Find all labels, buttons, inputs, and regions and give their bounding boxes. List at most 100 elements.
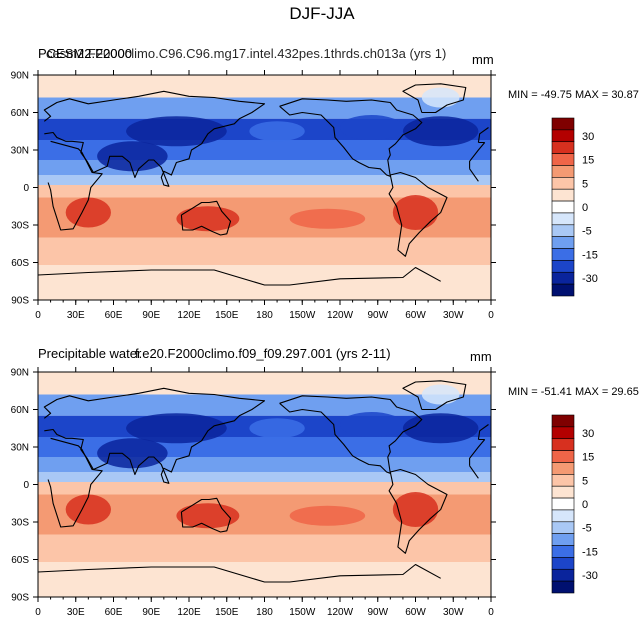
colorbar-label: 0 bbox=[582, 499, 588, 511]
field-blob-2 bbox=[65, 494, 111, 525]
coastline-6 bbox=[38, 563, 441, 583]
field-band-1 bbox=[38, 394, 491, 416]
x-tick-label: 150E bbox=[215, 607, 239, 618]
coastline-4 bbox=[43, 387, 489, 484]
coastline-4 bbox=[43, 90, 489, 187]
y-tick-label: 0 bbox=[23, 183, 29, 194]
field-band-0 bbox=[38, 75, 491, 98]
colorbar-label: 30 bbox=[582, 428, 594, 440]
colorbar-swatch bbox=[551, 521, 575, 534]
colorbar-swatch bbox=[551, 450, 575, 463]
coastline-2 bbox=[279, 98, 423, 177]
y-tick-label: 60N bbox=[11, 405, 29, 416]
colorbar-label: -5 bbox=[582, 523, 592, 535]
coastlines bbox=[38, 380, 489, 583]
x-tick-label: 150E bbox=[215, 310, 239, 321]
coastline-2 bbox=[279, 395, 423, 474]
x-tick-label: 60E bbox=[105, 607, 123, 618]
colorbar-label: -5 bbox=[582, 226, 592, 238]
field-band-9 bbox=[38, 265, 491, 300]
colorbar-swatch bbox=[551, 474, 575, 487]
panel-2-units: mm bbox=[470, 349, 492, 364]
field-blob-1 bbox=[126, 413, 227, 444]
x-tick-label: 60E bbox=[105, 310, 123, 321]
field-blob-4 bbox=[392, 195, 439, 230]
field-blob-9 bbox=[249, 121, 305, 142]
field-blob-7 bbox=[340, 115, 403, 140]
colorbar-label: 15 bbox=[582, 155, 594, 167]
y-tick-label: 30N bbox=[11, 146, 29, 157]
x-tick-label: 120E bbox=[177, 310, 201, 321]
x-tick-label: 30E bbox=[67, 310, 85, 321]
x-tick-label: 0 bbox=[35, 310, 41, 321]
coastline-5 bbox=[180, 200, 232, 236]
colorbar-swatch bbox=[551, 533, 575, 546]
map-field bbox=[38, 372, 491, 597]
x-tick-label: 0 bbox=[488, 310, 494, 321]
field-blob-9 bbox=[249, 418, 305, 439]
x-tick-label: 30E bbox=[67, 607, 85, 618]
x-tick-label: 90E bbox=[142, 607, 160, 618]
x-tick-label: 30W bbox=[443, 607, 464, 618]
field-band-0 bbox=[38, 372, 491, 395]
field-blob-0 bbox=[97, 438, 168, 469]
x-tick-label: 90W bbox=[367, 607, 388, 618]
x-tick-label: 120W bbox=[327, 607, 354, 618]
field-blob-0 bbox=[97, 141, 168, 172]
y-tick-label: 90N bbox=[11, 71, 29, 82]
colorbar-swatch bbox=[551, 485, 575, 499]
colorbar-label: 15 bbox=[582, 452, 594, 464]
panel-1-case-label: cesm2.F2000climo.C96.C96.mg17.intel.432p… bbox=[46, 46, 447, 61]
field-band-1 bbox=[38, 97, 491, 119]
y-tick-label: 30S bbox=[11, 518, 29, 529]
field-blob-4 bbox=[392, 492, 439, 527]
field-blob-3 bbox=[176, 206, 240, 232]
map-field bbox=[38, 75, 491, 300]
panel-1: PCESM2.F2000 cesm2.F2000climo.C96.C96.mg… bbox=[11, 46, 639, 321]
coastline-5 bbox=[180, 497, 232, 533]
x-tick-label: 150W bbox=[289, 310, 316, 321]
y-tick-label: 60N bbox=[11, 108, 29, 119]
y-tick-label: 60S bbox=[11, 555, 29, 566]
y-tick-label: 90S bbox=[11, 593, 29, 604]
colorbar-swatch bbox=[551, 557, 575, 570]
colorbar-label: 30 bbox=[582, 131, 594, 143]
y-tick-label: 30S bbox=[11, 221, 29, 232]
field-blob-5 bbox=[289, 505, 366, 526]
field-blob-6 bbox=[402, 116, 479, 147]
field-band-5 bbox=[38, 472, 491, 482]
field-blob-5 bbox=[289, 208, 366, 229]
colorbar-label: 5 bbox=[582, 178, 588, 190]
coastline-1 bbox=[388, 468, 448, 554]
x-tick-label: 180 bbox=[256, 310, 273, 321]
coastline-3 bbox=[402, 83, 467, 114]
y-tick-label: 30N bbox=[11, 443, 29, 454]
x-tick-label: 90W bbox=[367, 310, 388, 321]
field-blob-8 bbox=[421, 87, 460, 108]
panel-1-units: mm bbox=[472, 52, 494, 67]
colorbar-label: -15 bbox=[582, 546, 598, 558]
field-blob-1 bbox=[126, 116, 227, 147]
x-tick-label: 120E bbox=[177, 607, 201, 618]
y-tick-label: 90N bbox=[11, 368, 29, 379]
panel-2-minmax: MIN = -51.41 MAX = 29.65 bbox=[508, 386, 639, 398]
y-tick-label: 60S bbox=[11, 258, 29, 269]
coastline-0 bbox=[47, 437, 486, 528]
panel-1-map: 0 30E 60E 90E 120E 150E 180 150W 120W 90W 60W 30W 09… bbox=[11, 70, 598, 321]
field-blob-2 bbox=[65, 197, 111, 228]
colorbar-swatch bbox=[551, 568, 575, 582]
field-blob-3 bbox=[176, 503, 240, 529]
x-tick-label: 0 bbox=[35, 607, 41, 618]
colorbar-swatch bbox=[551, 545, 575, 558]
colorbar-label: 0 bbox=[582, 202, 588, 214]
panel-2-case-label: f.e20.F2000climo.f09_f09.297.001 (yrs 2-… bbox=[135, 346, 391, 361]
coastline-1 bbox=[388, 171, 448, 257]
x-tick-label: 60W bbox=[405, 607, 426, 618]
field-blob-8 bbox=[421, 384, 460, 405]
x-tick-label: 30W bbox=[443, 310, 464, 321]
panel-1-minmax: MIN = -49.75 MAX = 30.87 bbox=[508, 89, 639, 101]
colorbar-label: -30 bbox=[582, 570, 598, 582]
y-tick-label: 0 bbox=[23, 480, 29, 491]
